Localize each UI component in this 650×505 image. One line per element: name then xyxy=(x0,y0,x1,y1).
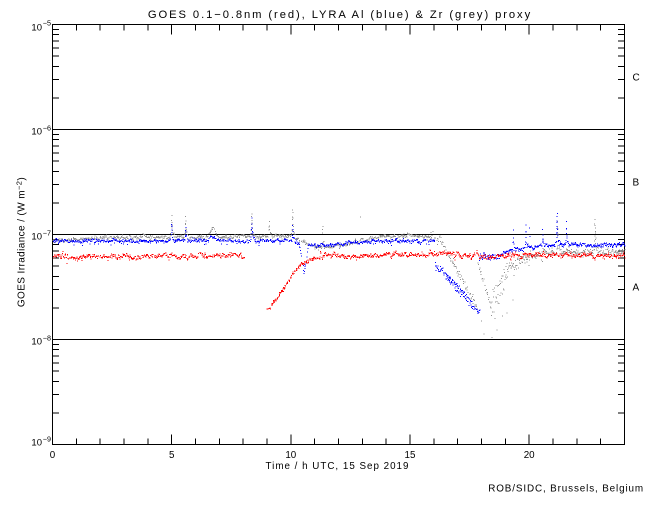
svg-text:Time / h UTC, 15 Sep 2019: Time / h UTC, 15 Sep 2019 xyxy=(266,461,410,472)
svg-text:−7: −7 xyxy=(43,229,51,238)
svg-text:ROB/SIDC, Brussels, Belgium: ROB/SIDC, Brussels, Belgium xyxy=(488,484,644,495)
svg-text:10: 10 xyxy=(31,22,42,33)
svg-text:10: 10 xyxy=(31,337,42,348)
svg-text:−9: −9 xyxy=(43,435,51,444)
svg-text:10: 10 xyxy=(31,127,42,138)
svg-text:C: C xyxy=(633,73,640,84)
svg-text:5: 5 xyxy=(169,450,175,461)
svg-text:−8: −8 xyxy=(43,334,51,343)
svg-text:10: 10 xyxy=(285,450,296,461)
svg-text:15: 15 xyxy=(405,450,416,461)
svg-text:−6: −6 xyxy=(43,124,51,133)
svg-text:10: 10 xyxy=(31,232,42,243)
svg-text:20: 20 xyxy=(524,450,535,461)
svg-text:10: 10 xyxy=(31,438,42,449)
svg-text:0: 0 xyxy=(50,450,56,461)
svg-text:A: A xyxy=(633,283,640,294)
svg-text:−5: −5 xyxy=(43,19,51,28)
svg-text:B: B xyxy=(633,178,640,189)
svg-text:GOES 0.1−0.8nm (red), LYRA Al: GOES 0.1−0.8nm (red), LYRA Al (blue) & Z… xyxy=(148,9,532,21)
svg-text:GOES Irradiance / (W m−2): GOES Irradiance / (W m−2) xyxy=(15,177,28,307)
